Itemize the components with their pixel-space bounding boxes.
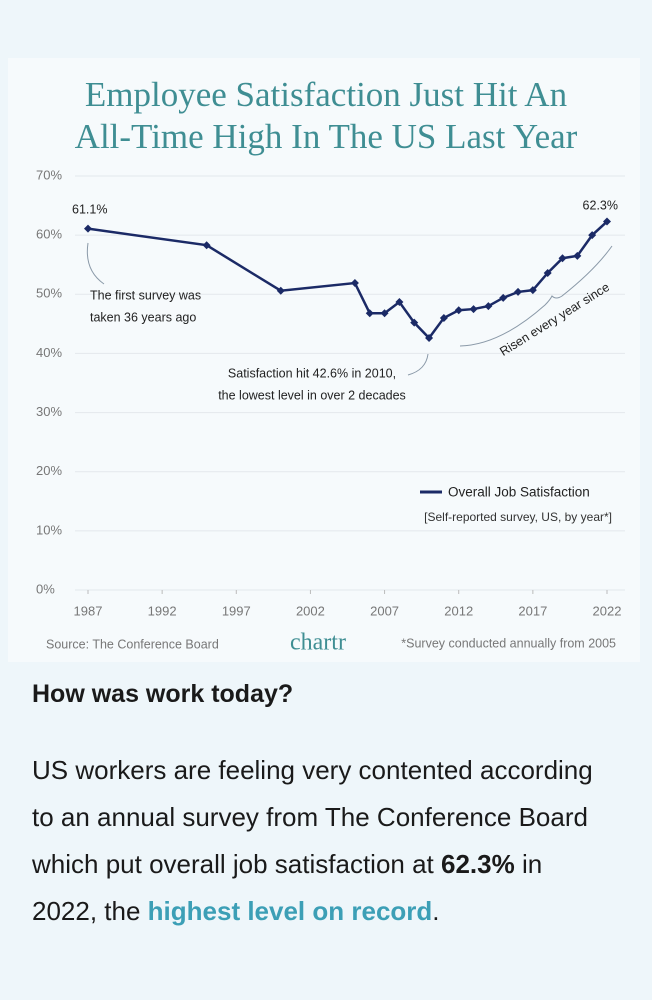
x-tick-label: 2022 xyxy=(593,603,622,618)
point xyxy=(528,286,537,295)
point xyxy=(410,318,419,327)
x-tick-label: 1992 xyxy=(148,603,177,618)
y-tick-label: 20% xyxy=(36,463,62,478)
footnote: *Survey conducted annually from 2005 xyxy=(401,636,616,650)
point xyxy=(454,306,463,315)
heading: How was work today? xyxy=(32,680,294,708)
chart-title: Employee Satisfaction Just Hit An xyxy=(85,75,567,114)
arrow xyxy=(407,353,429,376)
y-tick-label: 50% xyxy=(36,286,62,301)
annotation: the lowest level in over 2 decades xyxy=(218,388,406,402)
point xyxy=(558,254,567,263)
arrow xyxy=(86,242,105,285)
brand: chartr xyxy=(290,630,346,656)
text: in 2022, the xyxy=(32,849,543,926)
point xyxy=(425,334,434,343)
x-tick-label: 2002 xyxy=(296,603,325,618)
point xyxy=(469,305,478,314)
text: . xyxy=(432,896,440,926)
brace xyxy=(459,245,613,347)
annotation: Satisfaction hit 42.6% in 2010, xyxy=(228,366,396,380)
point xyxy=(514,287,523,296)
chart: Employee Satisfaction Just Hit An All-Ti… xyxy=(8,58,640,662)
y-tick-label: 10% xyxy=(36,522,62,537)
plot: 0% 10% 20% 30% 40% 50% 60% 70% 1987 1992 1997 2002 2… xyxy=(36,167,625,618)
annotation: 62.3% xyxy=(583,198,618,212)
highlight: 62.3% xyxy=(441,849,515,879)
y-tick-label: 40% xyxy=(36,345,62,360)
x-tick-label: 1987 xyxy=(74,603,103,618)
source: Source: The Conference Board xyxy=(46,637,219,651)
point xyxy=(484,302,493,311)
annotation: The first survey was xyxy=(90,288,201,302)
legend-label: Overall Job Satisfaction xyxy=(448,485,590,500)
point xyxy=(573,251,582,260)
link[interactable]: highest level on record xyxy=(147,896,433,926)
x-tick-label: 1997 xyxy=(222,603,251,618)
point xyxy=(350,279,359,288)
article: How was work today? US workers are feeli… xyxy=(32,680,602,935)
x-tick-label: 2007 xyxy=(370,603,399,618)
point xyxy=(395,297,404,306)
annotation: 61.1% xyxy=(72,202,107,216)
point xyxy=(84,224,92,233)
x-tick-label: 2017 xyxy=(518,603,547,618)
text: US workers are feeling very contented ac… xyxy=(32,755,593,879)
annotation: taken 36 years ago xyxy=(90,310,196,324)
point xyxy=(439,313,448,322)
legend-note: [Self-reported survey, US, by year*] xyxy=(424,510,612,524)
chart-title: All-Time High In The US Last Year xyxy=(75,117,578,156)
y-tick-label: 70% xyxy=(36,167,62,182)
point xyxy=(276,286,285,295)
point xyxy=(588,231,597,240)
point xyxy=(603,217,611,226)
y-tick-label: 0% xyxy=(36,581,55,596)
y-tick-label: 60% xyxy=(36,227,62,242)
point xyxy=(202,241,211,250)
y-tick-label: 30% xyxy=(36,404,62,419)
point xyxy=(499,293,508,302)
chart-panel xyxy=(8,58,640,662)
x-tick-label: 2012 xyxy=(444,603,473,618)
point xyxy=(365,309,374,318)
paragraph: US workers are feeling very contented ac… xyxy=(32,747,602,935)
point xyxy=(543,268,552,277)
point xyxy=(380,309,389,318)
